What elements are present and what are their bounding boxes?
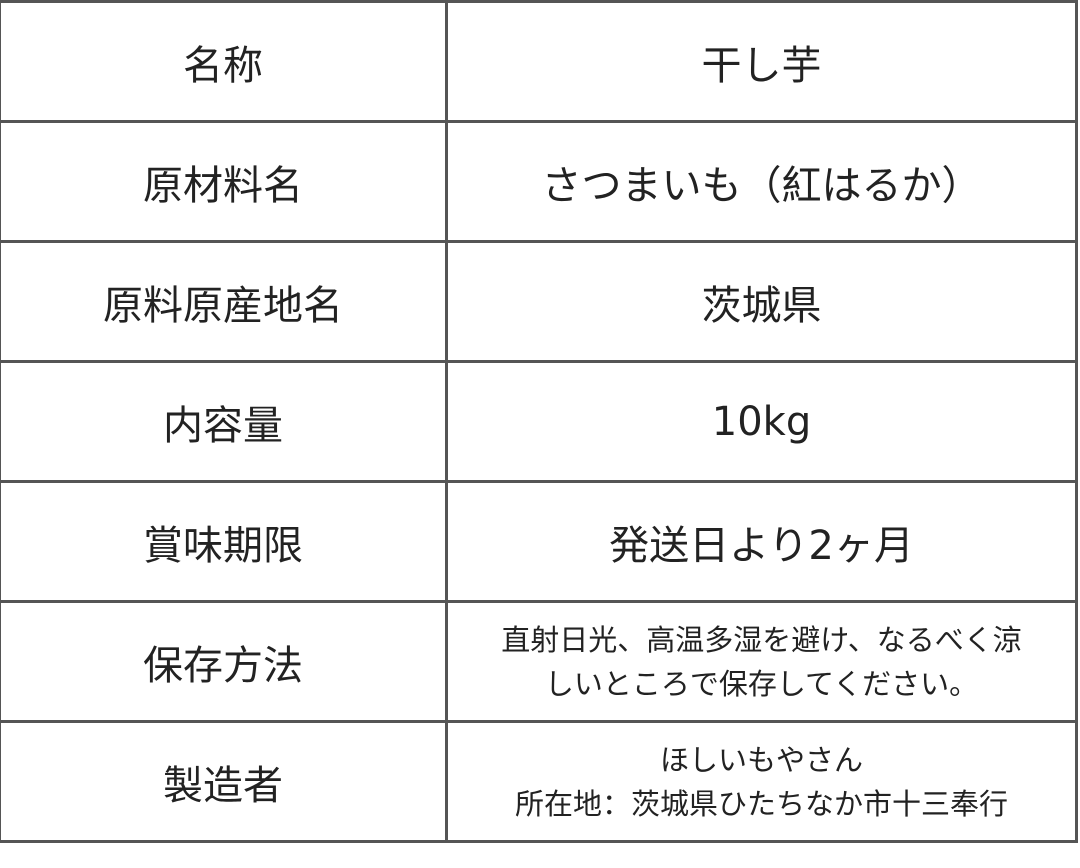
row-label: 製造者 [0,720,448,843]
value-line: 10kg [711,398,812,445]
row-label: 賞味期限 [0,480,448,603]
value-line: しいところで保存してください。 [544,666,979,701]
row-value: 干し芋 [445,0,1078,123]
table-row: 賞味期限 発送日より2ヶ月 [0,480,1078,603]
table-row: 原料原産地名 茨城県 [0,240,1078,363]
value-line: さつまいも（紅はるか） [541,162,982,209]
row-value: 直射日光、高温多湿を避け、なるべく涼 しいところで保存してください。 [445,600,1078,723]
table-row: 製造者 ほしいもやさん 所在地：茨城県ひたちなか市十三奉行 [0,720,1078,843]
row-value: 発送日より2ヶ月 [445,480,1078,603]
value-line: 干し芋 [701,42,822,89]
row-label: 原料原産地名 [0,240,448,363]
table-row: 原材料名 さつまいも（紅はるか） [0,120,1078,243]
value-line: 茨城県 [701,282,822,329]
row-value: ほしいもやさん所在地：茨城県ひたちなか市十三奉行 [445,720,1078,843]
row-label: 原材料名 [0,120,448,243]
row-label: 保存方法 [0,600,448,723]
row-value: 茨城県 [445,240,1078,363]
value-line: 直射日光、高温多湿を避け、なるべく涼 [501,622,1022,657]
product-info-table: 名称 干し芋原材料名 さつまいも（紅はるか） 原料原産地名 茨城県内容量 10kg 賞味期限… [0,0,1078,843]
table-row: 名称 干し芋 [0,0,1078,123]
value-line: 所在地：茨城県ひたちなか市十三奉行 [514,786,1008,821]
row-label: 内容量 [0,360,448,483]
row-label: 名称 [0,0,448,123]
value-line: ほしいもやさん [659,742,863,777]
table-row: 保存方法 直射日光、高温多湿を避け、なるべく涼 しいところで保存してください。 [0,600,1078,723]
table-row: 内容量 10kg [0,360,1078,483]
row-value: さつまいも（紅はるか） [445,120,1078,243]
value-line: 発送日より2ヶ月 [609,522,914,569]
row-value: 10kg [445,360,1078,483]
